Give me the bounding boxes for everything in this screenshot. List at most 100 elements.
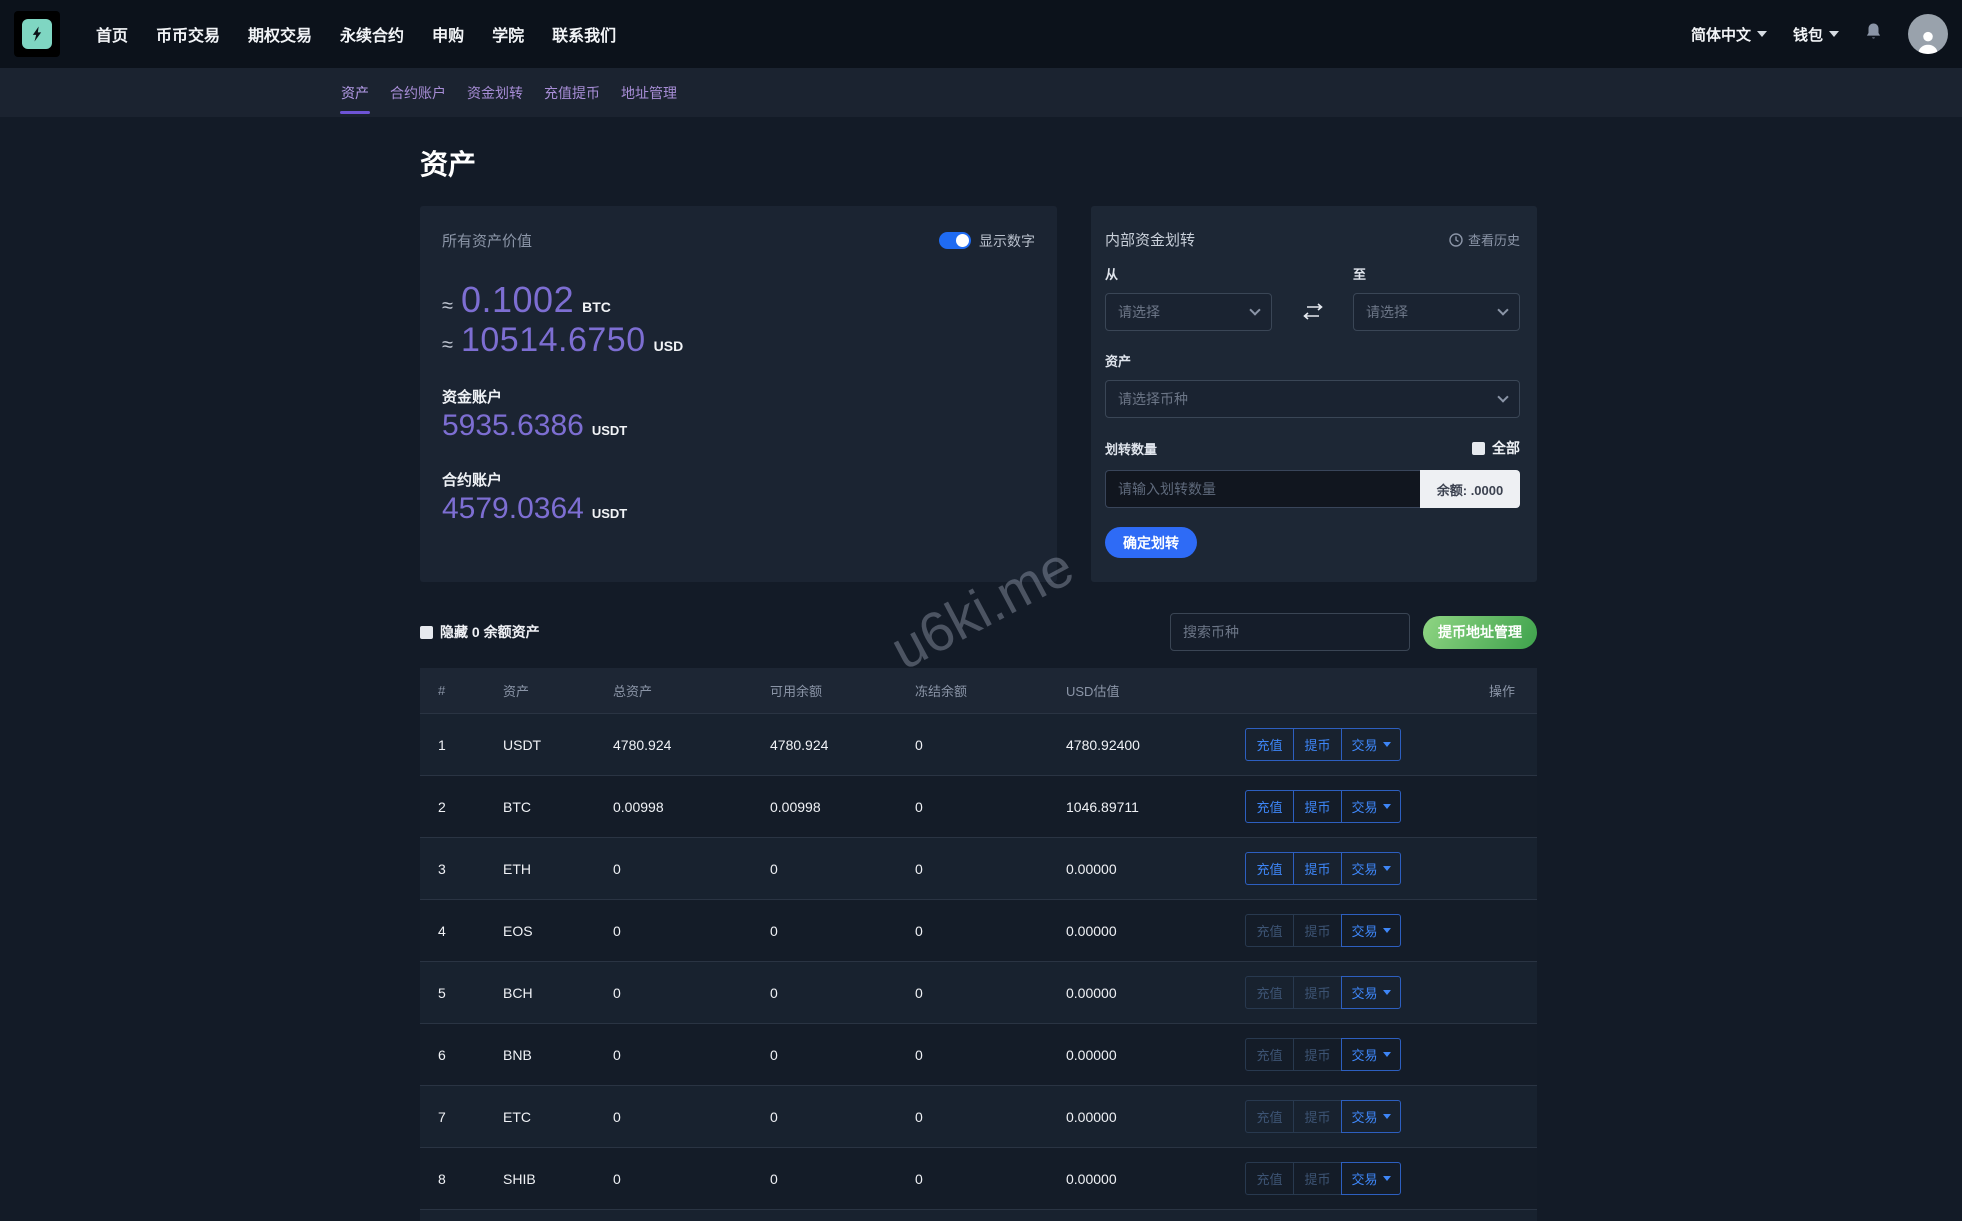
asset-name: BTC <box>503 798 531 815</box>
total-balance: 0 <box>613 1170 621 1187</box>
wallet-dropdown[interactable]: 钱包 <box>1793 24 1839 45</box>
nav-contact[interactable]: 联系我们 <box>552 28 617 45</box>
row-actions: 充值 提币 交易 <box>1245 1038 1401 1071</box>
asset-name: ETH <box>503 860 531 877</box>
confirm-transfer-button[interactable]: 确定划转 <box>1105 527 1197 558</box>
deposit-button[interactable]: 充值 <box>1245 790 1294 823</box>
fund-account-label: 资金账户 <box>442 389 503 406</box>
trade-button[interactable]: 交易 <box>1341 728 1401 761</box>
chevron-down-icon <box>1249 304 1261 316</box>
user-avatar[interactable] <box>1908 14 1948 54</box>
view-history-link[interactable]: 查看历史 <box>1449 230 1520 249</box>
withdraw-button[interactable]: 提币 <box>1293 1162 1342 1195</box>
withdraw-button[interactable]: 提币 <box>1293 976 1342 1009</box>
row-index: 2 <box>438 798 446 815</box>
to-label: 至 <box>1353 267 1367 282</box>
asset-overview-panel: 所有资产价值 显示数字 ≈ 0.1002 BTC ≈ 10514.6750 US… <box>420 206 1057 582</box>
frozen-balance: 0 <box>915 1046 923 1063</box>
tab-contract-account[interactable]: 合约账户 <box>390 84 446 101</box>
trade-button[interactable]: 交易 <box>1341 852 1401 885</box>
usdt-unit: USDT <box>591 506 628 521</box>
show-numbers-toggle[interactable] <box>939 232 971 249</box>
trade-button[interactable]: 交易 <box>1341 1100 1401 1133</box>
trade-button[interactable]: 交易 <box>1341 914 1401 947</box>
deposit-button[interactable]: 充值 <box>1245 728 1294 761</box>
available-balance: 0 <box>770 984 778 1001</box>
deposit-button[interactable]: 充值 <box>1245 852 1294 885</box>
withdraw-address-manage-button[interactable]: 提币地址管理 <box>1423 615 1537 649</box>
asset-name: BCH <box>503 984 533 1001</box>
toggle-knob <box>956 234 969 247</box>
withdraw-button[interactable]: 提币 <box>1293 790 1342 823</box>
withdraw-button[interactable]: 提币 <box>1293 1100 1342 1133</box>
tab-fund-transfer[interactable]: 资金划转 <box>467 84 523 101</box>
deposit-button[interactable]: 充值 <box>1245 1162 1294 1195</box>
nav-options-trade[interactable]: 期权交易 <box>248 28 313 45</box>
nav-home[interactable]: 首页 <box>96 28 129 45</box>
usd-value: 0.00000 <box>1066 860 1117 877</box>
withdraw-button[interactable]: 提币 <box>1293 1038 1342 1071</box>
contract-account-value: 4579.0364 <box>442 492 584 525</box>
deposit-button[interactable]: 充值 <box>1245 1100 1294 1133</box>
to-select[interactable]: 请选择 <box>1353 293 1520 331</box>
row-actions: 充值 提币 交易 <box>1245 914 1401 947</box>
view-history-label: 查看历史 <box>1467 233 1520 248</box>
row-actions: 充值 提币 交易 <box>1245 852 1401 885</box>
contract-account-label: 合约账户 <box>442 472 503 489</box>
search-coin-input[interactable] <box>1170 613 1410 651</box>
from-select[interactable]: 请选择 <box>1105 293 1272 331</box>
nav-perpetual[interactable]: 永续合约 <box>340 28 405 45</box>
trade-label: 交易 <box>1351 986 1378 1001</box>
trade-button[interactable]: 交易 <box>1341 790 1401 823</box>
withdraw-button[interactable]: 提币 <box>1293 914 1342 947</box>
row-actions: 充值 提币 交易 <box>1245 1162 1401 1195</box>
approx-sign: ≈ <box>442 295 453 317</box>
tab-deposit-withdraw[interactable]: 充值提币 <box>544 84 600 101</box>
available-balance: 0 <box>770 1046 778 1063</box>
from-label: 从 <box>1105 267 1119 282</box>
trade-button[interactable]: 交易 <box>1341 1038 1401 1071</box>
deposit-button[interactable]: 充值 <box>1245 914 1294 947</box>
caret-down-icon <box>1756 31 1767 37</box>
trade-button[interactable]: 交易 <box>1341 1162 1401 1195</box>
withdraw-button[interactable]: 提币 <box>1293 852 1342 885</box>
main-menu: 首页 币币交易 期权交易 永续合约 申购 学院 联系我们 <box>96 22 616 46</box>
row-actions: 充值 提币 交易 <box>1245 976 1401 1009</box>
table-row: 4 EOS 0 0 0 0.00000 充值 提币 交易 <box>420 899 1537 961</box>
total-balance: 0 <box>613 1046 621 1063</box>
usd-value: 0.00000 <box>1066 1046 1117 1063</box>
asset-select-value: 请选择币种 <box>1118 391 1188 407</box>
asset-table: # 资产 总资产 可用余额 冻结余额 USD估值 操作 1 USDT 4780.… <box>420 668 1537 1221</box>
usd-value: 0.00000 <box>1066 984 1117 1001</box>
hide-zero-checkbox[interactable] <box>420 625 433 639</box>
tab-address-manage[interactable]: 地址管理 <box>621 84 677 101</box>
total-balance: 0 <box>613 1108 621 1125</box>
swap-direction-icon[interactable] <box>1272 293 1353 331</box>
table-row: 2 BTC 0.00998 0.00998 0 1046.89711 充值 提币… <box>420 775 1537 837</box>
all-checkbox[interactable] <box>1472 441 1485 455</box>
trade-button[interactable]: 交易 <box>1341 976 1401 1009</box>
transfer-amount-input[interactable] <box>1105 470 1420 508</box>
nav-spot-trade[interactable]: 币币交易 <box>156 28 221 45</box>
notification-bell-icon[interactable] <box>1865 22 1882 46</box>
deposit-button[interactable]: 充值 <box>1245 1038 1294 1071</box>
trade-label: 交易 <box>1351 1172 1378 1187</box>
caret-down-icon <box>1382 990 1391 995</box>
brand-logo[interactable] <box>14 11 60 57</box>
total-balance: 4780.924 <box>613 736 672 753</box>
total-balance: 0 <box>613 922 621 939</box>
language-dropdown[interactable]: 简体中文 <box>1691 24 1767 45</box>
total-btc-value: 0.1002 <box>460 279 575 320</box>
tab-assets[interactable]: 资产 <box>340 68 370 117</box>
col-frozen: 冻结余额 <box>915 684 968 699</box>
withdraw-button[interactable]: 提币 <box>1293 728 1342 761</box>
asset-select[interactable]: 请选择币种 <box>1105 380 1520 418</box>
usd-value: 0.00000 <box>1066 1170 1117 1187</box>
trade-label: 交易 <box>1351 862 1378 877</box>
nav-academy[interactable]: 学院 <box>492 28 525 45</box>
total-balance: 0 <box>613 860 621 877</box>
usd-value: 1046.89711 <box>1066 798 1139 815</box>
deposit-button[interactable]: 充值 <box>1245 976 1294 1009</box>
usdt-unit: USDT <box>591 423 628 438</box>
nav-subscribe[interactable]: 申购 <box>432 28 465 45</box>
